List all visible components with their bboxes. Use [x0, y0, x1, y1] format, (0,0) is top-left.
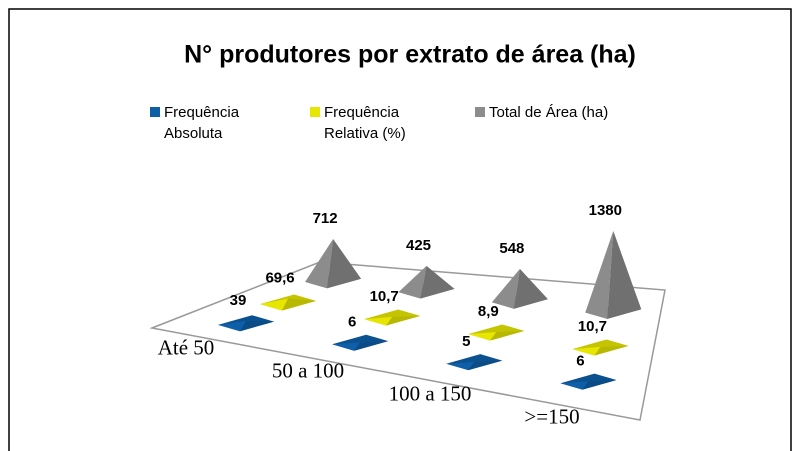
data-label: 69,6: [265, 269, 294, 286]
pyramid-face: [364, 316, 393, 326]
pyramid-face: [513, 268, 548, 309]
pyramid-face: [354, 341, 389, 351]
data-label: 10,7: [370, 288, 399, 305]
pyramid: [446, 354, 503, 371]
pyramid-face: [398, 265, 427, 299]
data-label: 425: [406, 237, 431, 254]
category-label: >=150: [524, 404, 579, 428]
data-label: 10,7: [578, 318, 607, 335]
pyramid-face: [594, 345, 629, 356]
pyramid: [218, 315, 275, 332]
data-label: 6: [576, 352, 584, 369]
data-label: 548: [499, 240, 524, 257]
data-label: 712: [313, 210, 338, 227]
legend-label: Frequência Relativa (%): [324, 104, 406, 142]
data-label: 5: [462, 333, 470, 350]
pyramid-face: [446, 361, 475, 371]
legend-item: Frequência Relativa (%): [310, 102, 450, 144]
pyramid-face: [282, 298, 317, 311]
pyramid-face: [420, 265, 455, 299]
pyramid: [332, 334, 389, 351]
chart-border: [8, 8, 792, 451]
pyramid: [305, 239, 362, 289]
legend-label: Total de Área (ha): [489, 104, 609, 121]
pyramid: [468, 324, 525, 341]
category-label: Até 50: [158, 335, 215, 359]
pyramid: [572, 339, 629, 356]
pyramid-face: [468, 331, 497, 341]
pyramid: [560, 373, 617, 390]
pyramid-face: [332, 342, 361, 351]
pyramid-face: [327, 239, 362, 289]
data-label: 1380: [589, 202, 622, 219]
pyramid: [398, 265, 455, 299]
pyramid-face: [560, 381, 589, 390]
chart-title: N° produtores por extrato de área (ha): [184, 41, 636, 69]
pyramid-face: [240, 320, 275, 332]
category-label: 50 a 100: [272, 358, 344, 382]
pyramid-face: [490, 330, 525, 341]
legend-item: Total de Área (ha): [475, 102, 675, 123]
pyramid-face: [582, 380, 617, 390]
pyramid-face: [491, 268, 520, 309]
pyramid: [585, 230, 642, 319]
legend-swatch: [475, 107, 485, 117]
legend-item: Frequência Absoluta: [150, 102, 280, 144]
pyramid: [364, 309, 421, 326]
legend-swatch: [310, 107, 320, 117]
pyramid-face: [386, 315, 421, 326]
pyramid-face: [585, 230, 614, 319]
pyramid-face: [305, 239, 334, 289]
pyramid-face: [260, 298, 289, 311]
data-label: 6: [348, 313, 356, 330]
pyramid-face: [468, 360, 503, 371]
legend-label: Frequência Absoluta: [164, 104, 240, 142]
pyramid-face: [607, 230, 642, 319]
pyramid: [260, 294, 317, 311]
legend-swatch: [150, 107, 160, 117]
pyramid: [491, 268, 548, 309]
data-label: 39: [230, 292, 247, 309]
pyramid-face: [218, 320, 247, 332]
category-label: 100 a 150: [389, 381, 472, 405]
data-label: 8,9: [478, 303, 499, 320]
pyramid-face: [572, 346, 601, 356]
